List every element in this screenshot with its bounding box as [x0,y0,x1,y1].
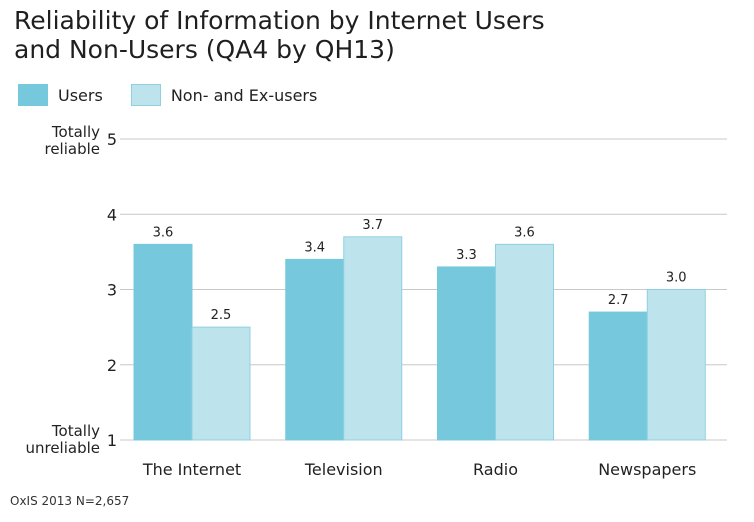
data-label-users: 3.6 [153,225,174,240]
bar-users [437,266,496,441]
data-label-users: 3.4 [304,240,325,255]
legend: Users Non- and Ex-users [18,84,345,106]
bar-users [285,258,345,441]
legend-swatch-users [18,84,48,106]
chart-title-line-2: and Non-Users (QA4 by QH13) [14,35,395,64]
y-axis-bottom-descriptor: unreliable [25,439,100,457]
chart-title: Reliability of Information by Internet U… [14,6,545,64]
y-axis-top-descriptor: Totally [51,123,100,141]
y-tick-label: 2 [107,356,117,375]
data-label-users: 2.7 [608,293,629,308]
y-tick-label: 5 [107,130,117,149]
data-label-non-users: 2.5 [211,308,232,323]
y-tick-label: 4 [107,205,117,224]
chart-title-line-1: Reliability of Information by Internet U… [14,6,545,35]
bar-non-users [191,326,251,441]
bar-non-users [646,289,706,441]
legend-swatch-non-users [130,84,161,106]
data-label-non-users: 3.7 [362,218,383,233]
data-label-non-users: 3.0 [666,271,687,286]
bar-users [133,243,193,441]
y-axis-top-descriptor: reliable [44,140,100,158]
x-tick-label: Newspapers [598,460,696,479]
x-tick-label: Radio [473,460,518,479]
x-tick-label: The Internet [142,460,241,479]
source-note: OxIS 2013 N=2,657 [10,494,130,508]
bar-non-users [343,236,403,441]
y-tick-label: 3 [107,281,117,300]
bar-non-users [495,243,554,441]
x-tick-label: Television [304,460,383,479]
legend-label-users: Users [58,85,103,105]
y-tick-label: 1 [107,431,117,450]
legend-label-non-users: Non- and Ex-users [170,85,318,105]
bar-users [588,311,648,441]
legend-item-non-users: Non- and Ex-users [130,84,318,106]
y-axis-bottom-descriptor: Totally [51,422,100,440]
legend-item-users: Users [18,84,103,106]
data-label-non-users: 3.6 [514,225,535,240]
data-label-users: 3.3 [456,248,477,263]
